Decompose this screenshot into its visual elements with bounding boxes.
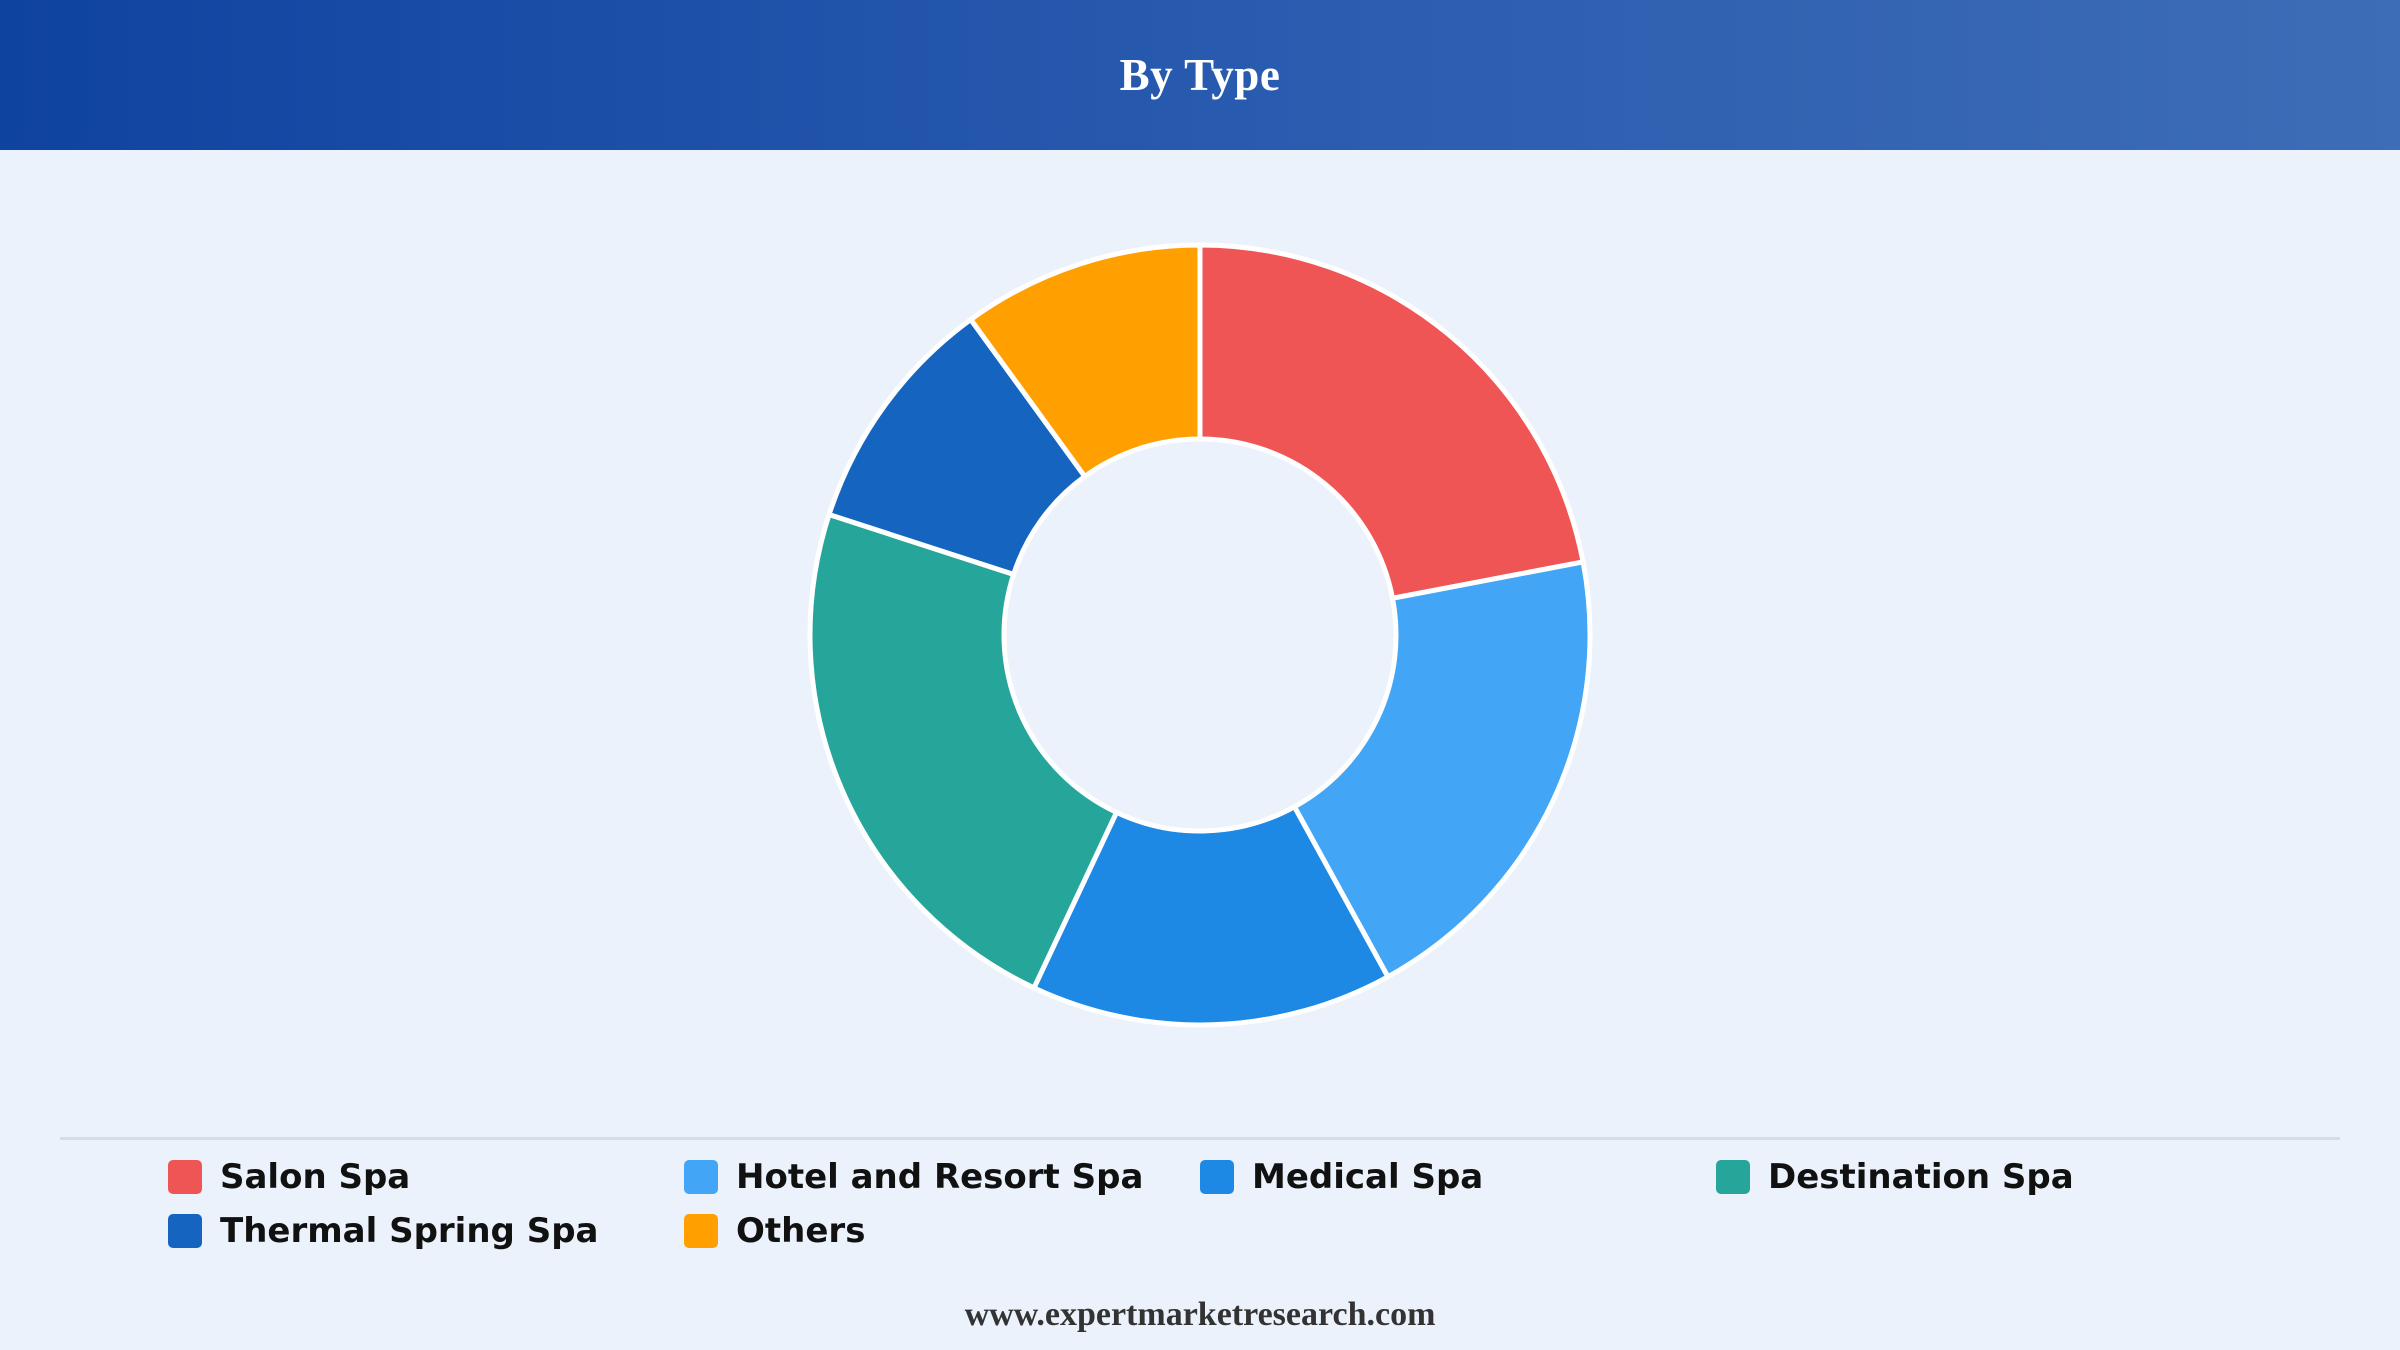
legend-swatch [168,1160,202,1194]
legend-label: Medical Spa [1252,1157,1484,1197]
legend-label: Others [736,1211,866,1251]
legend-item-hotel-and-resort-spa: Hotel and Resort Spa [684,1150,1143,1204]
legend-item-destination-spa: Destination Spa [1716,1150,2074,1204]
slice-others [968,242,1203,479]
legend-swatch [1716,1160,1750,1194]
chart-title: By Type [1119,50,1281,100]
legend-swatch [168,1214,202,1248]
slice-destination-spa [807,511,1120,991]
legend-label: Hotel and Resort Spa [736,1157,1144,1197]
legend-item-salon-spa: Salon Spa [168,1150,410,1204]
legend-swatch [684,1160,718,1194]
source-url: www.expertmarketresearch.com [964,1296,1436,1333]
legend-swatch [1200,1160,1234,1194]
header-banner: By Type [0,0,2400,150]
legend-item-medical-spa: Medical Spa [1200,1150,1483,1204]
slice-medical-spa [1031,804,1391,1028]
slice-hotel-and-resort-spa [1291,559,1593,980]
donut-chart [807,242,1593,1028]
legend-item-thermal-spring-spa: Thermal Spring Spa [168,1204,598,1258]
legend-divider [60,1137,2340,1140]
legend-swatch [684,1214,718,1248]
legend-label: Destination Spa [1768,1157,2074,1197]
legend-item-others: Others [684,1204,865,1258]
legend-label: Salon Spa [220,1157,411,1197]
legend-label: Thermal Spring Spa [220,1211,599,1251]
slice-salon-spa [1197,242,1586,601]
